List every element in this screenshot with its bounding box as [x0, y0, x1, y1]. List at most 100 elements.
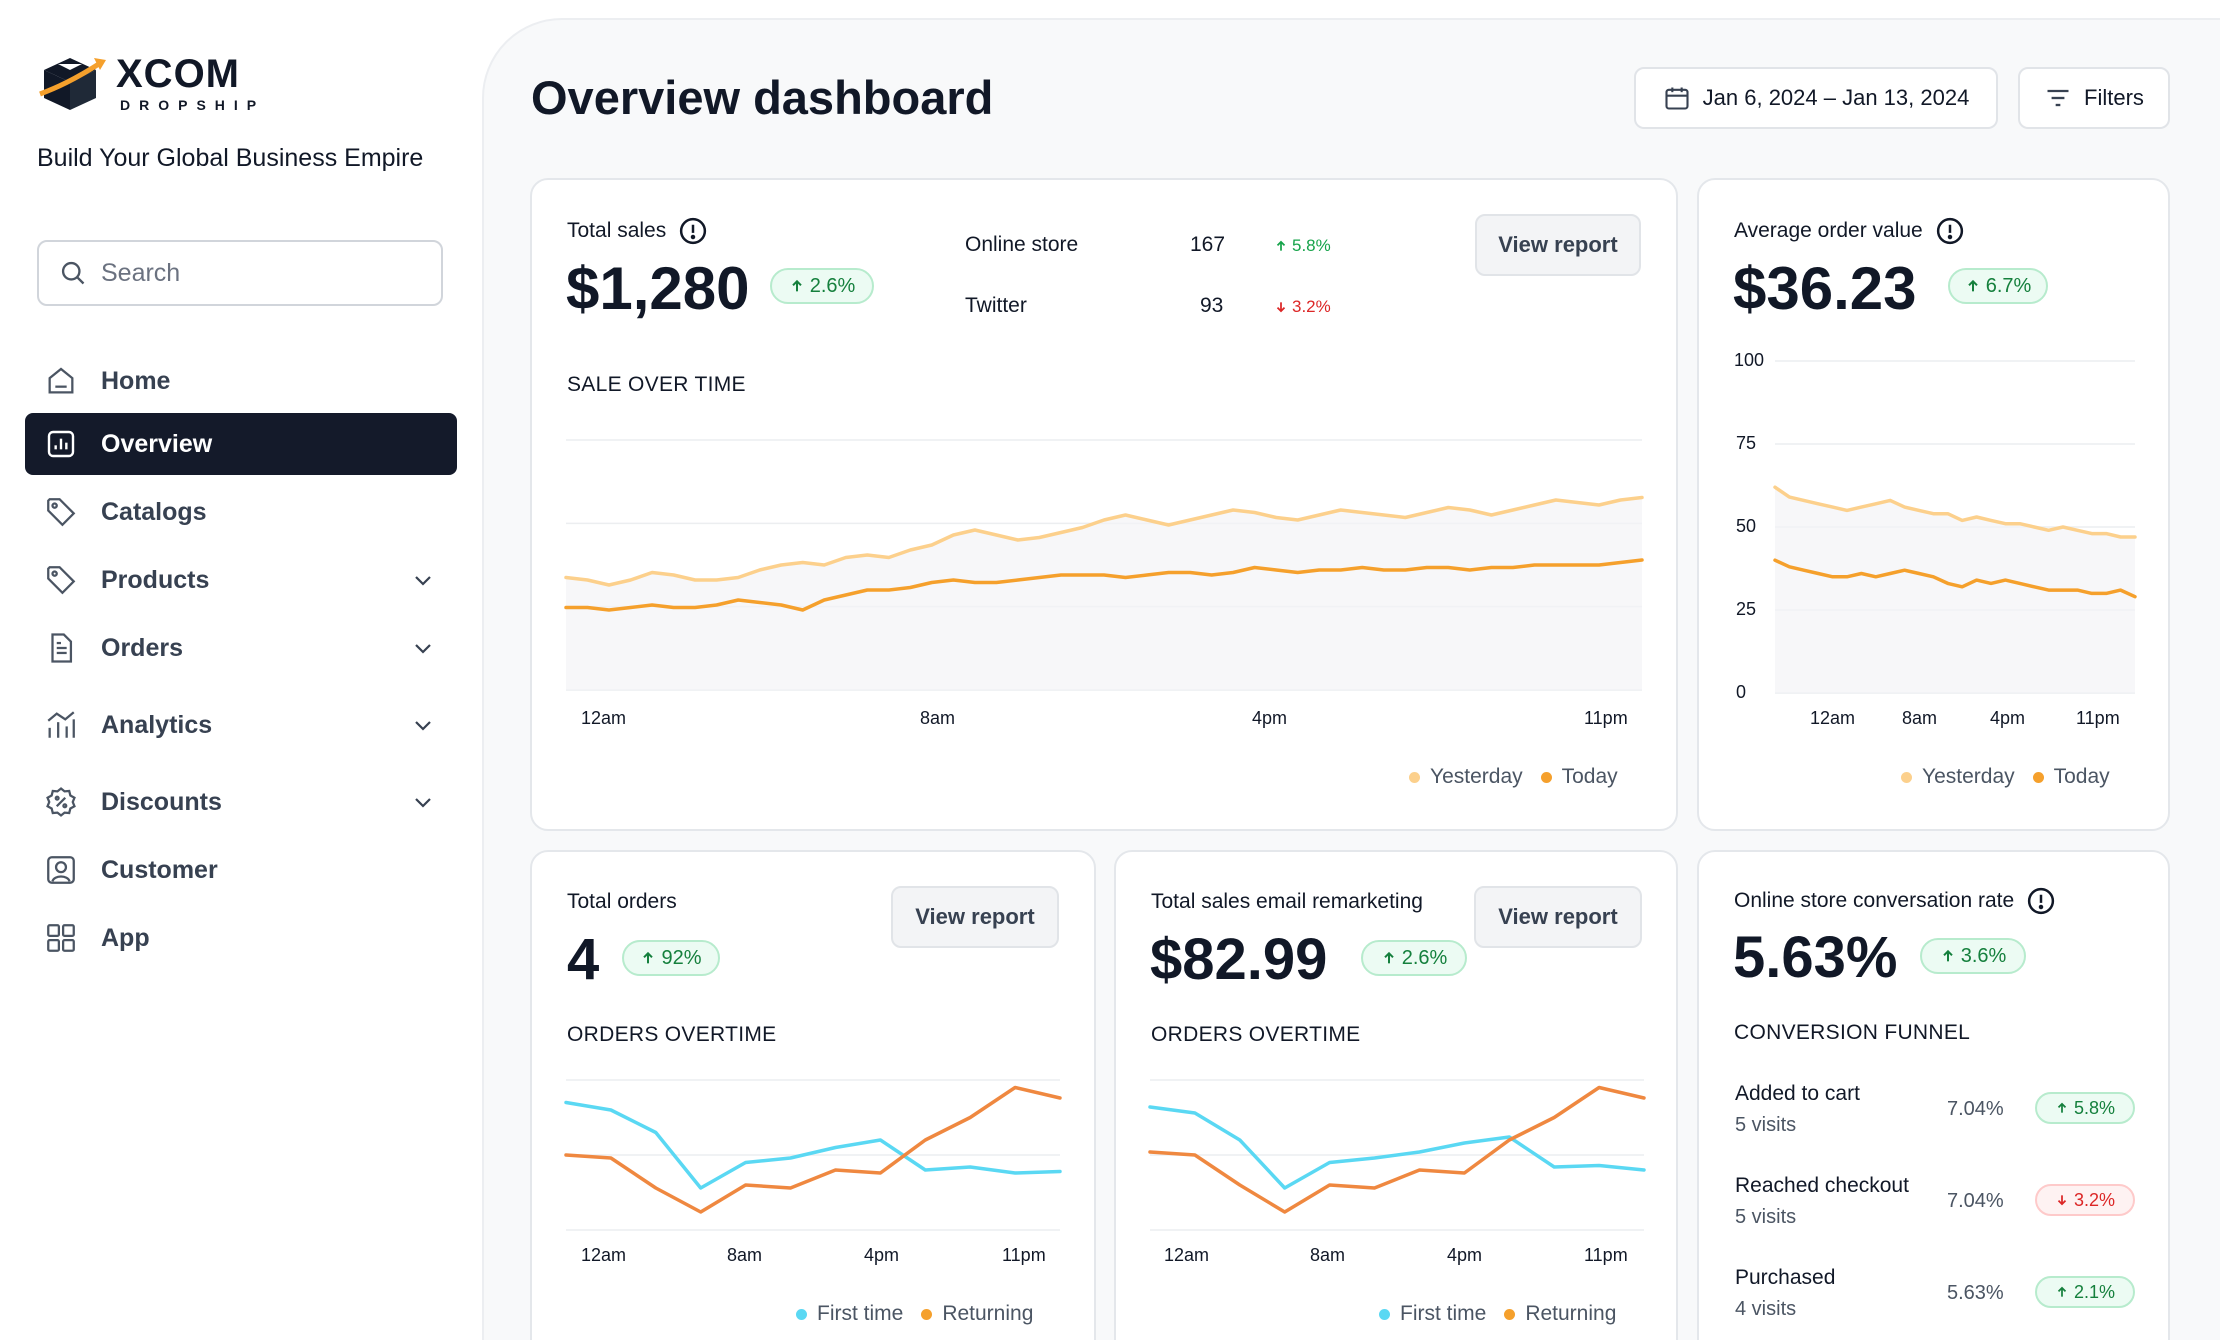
x-tick-label: 12am — [581, 1245, 627, 1265]
channel-change: 5.8% — [1274, 236, 1331, 256]
total-orders-value: 4 — [567, 927, 600, 992]
y-tick-label: 0 — [1736, 682, 1747, 702]
arrow-up-icon — [1967, 279, 1978, 292]
funnel-row-added-to-cart: Added to cart 5 visits 7.04% 5.8% — [1735, 1082, 2135, 1146]
average-order-chart — [1773, 360, 2137, 694]
funnel-change-badge: 2.1% — [2035, 1276, 2135, 1308]
logo-icon — [39, 58, 106, 110]
search-input[interactable]: Search — [37, 240, 443, 306]
chevron-down-icon[interactable] — [411, 790, 435, 814]
info-icon[interactable] — [2026, 886, 2056, 916]
email-remarketing-chart — [1148, 1079, 1646, 1231]
funnel-change-badge: 5.8% — [2035, 1092, 2135, 1124]
sidebar-item-app[interactable]: App — [25, 907, 457, 969]
x-tick-label: 12am — [1164, 1245, 1210, 1265]
search-placeholder: Search — [101, 258, 181, 287]
arrow-up-icon — [1276, 240, 1286, 251]
badge-value: 92% — [661, 946, 702, 969]
section-label: CONVERSION FUNNEL — [1734, 1021, 1971, 1044]
x-tick-label: 12am — [581, 708, 627, 728]
change-value: 5.8% — [1292, 236, 1331, 255]
funnel-step-visits: 5 visits — [1735, 1206, 1797, 1228]
sidebar-item-label: Orders — [101, 633, 183, 662]
sidebar-item-analytics[interactable]: Analytics — [25, 694, 457, 756]
discount-icon — [43, 784, 79, 820]
legend-dot — [921, 1308, 933, 1320]
email-value: $82.99 — [1150, 927, 1328, 992]
channel-change: 3.2% — [1274, 297, 1331, 317]
sidebar-item-customer[interactable]: Customer — [25, 839, 457, 901]
y-tick-label: 75 — [1736, 433, 1757, 453]
sidebar-item-label: Catalogs — [101, 497, 207, 526]
arrow-down-icon — [1276, 302, 1286, 313]
x-tick-label: 4pm — [864, 1245, 900, 1265]
sidebar-item-products[interactable]: Products — [25, 549, 457, 611]
search-icon — [61, 261, 85, 285]
funnel-step-name: Reached checkout — [1735, 1174, 1909, 1197]
funnel-row-purchased: Purchased 4 visits 5.63% 2.1% — [1735, 1266, 2135, 1330]
tag-icon — [43, 562, 79, 598]
info-icon[interactable] — [678, 216, 708, 246]
x-tick-label: 8am — [727, 1245, 763, 1265]
date-range-button[interactable]: Jan 6, 2024 – Jan 13, 2024 — [1634, 67, 1998, 129]
sidebar-item-catalogs[interactable]: Catalogs — [25, 481, 457, 543]
brand-subtitle: DROPSHIP — [120, 97, 266, 113]
sidebar-item-label: Products — [101, 565, 210, 594]
x-tick-label: 8am — [920, 708, 956, 728]
avg-order-label: Average order value — [1734, 216, 1965, 246]
funnel-step-name: Purchased — [1735, 1266, 1836, 1289]
x-tick-label: 8am — [1902, 708, 1938, 728]
channel-name: Twitter — [965, 294, 1027, 317]
badge-value: 3.2% — [2073, 1189, 2116, 1210]
area-fill — [1775, 487, 2135, 693]
calendar-icon — [1665, 87, 1689, 110]
legend-label: Today — [1561, 765, 1618, 788]
legend-item-today: Today — [2032, 765, 2110, 789]
legend-item-today: Today — [1540, 765, 1618, 789]
chart-legend: Yesterday Today — [1901, 765, 2110, 789]
legend-label: Yesterday — [1430, 765, 1523, 788]
legend-dot — [1540, 771, 1552, 783]
series-line-today — [1773, 558, 2137, 599]
brand-logo[interactable]: XCOM DROPSHIP — [36, 48, 265, 118]
funnel-change-badge: 3.2% — [2035, 1184, 2135, 1216]
x-tick-label: 12am — [1810, 708, 1856, 728]
legend-label: Today — [2053, 765, 2110, 788]
legend-label: Returning — [1525, 1302, 1617, 1325]
total-orders-chart — [564, 1079, 1062, 1231]
y-tick-label: 100 — [1734, 350, 1765, 370]
avg-order-change-badge: 6.7% — [1948, 268, 2048, 304]
sale-over-time-chart — [564, 439, 1644, 691]
chevron-down-icon[interactable] — [411, 636, 435, 660]
chevron-down-icon[interactable] — [411, 568, 435, 592]
funnel-step-pct: 7.04% — [1947, 1190, 2004, 1212]
series-line-today — [564, 558, 1644, 612]
sidebar-item-home[interactable]: Home — [25, 350, 457, 412]
arrow-up-icon — [1942, 949, 1953, 962]
view-report-button[interactable]: View report — [1475, 214, 1641, 276]
sidebar-item-orders[interactable]: Orders — [25, 617, 457, 679]
sidebar-item-discounts[interactable]: Discounts — [25, 771, 457, 833]
section-label: ORDERS OVERTIME — [1151, 1023, 1361, 1046]
legend-dot — [1504, 1308, 1516, 1320]
sidebar-item-label: Discounts — [101, 787, 222, 816]
badge-value: 3.6% — [1960, 944, 2007, 967]
y-tick-label: 50 — [1736, 516, 1757, 536]
brand-name: XCOM — [116, 52, 240, 96]
chevron-down-icon[interactable] — [411, 713, 435, 737]
total-sales-card — [530, 178, 1678, 831]
total-sales-label: Total sales — [567, 216, 708, 246]
legend-label: First time — [1400, 1302, 1487, 1325]
conversion-value: 5.63% — [1733, 925, 1898, 990]
filters-button[interactable]: Filters — [2018, 67, 2170, 129]
info-icon[interactable] — [1935, 216, 1965, 246]
total-orders-label: Total orders — [567, 890, 677, 913]
arrow-up-icon — [643, 951, 654, 964]
channel-count: 93 — [1200, 294, 1224, 317]
view-report-button[interactable]: View report — [1474, 886, 1642, 948]
sidebar-item-overview[interactable]: Overview — [25, 413, 457, 475]
series-line-yesterday — [564, 495, 1644, 587]
legend-dot — [2032, 771, 2044, 783]
view-report-button[interactable]: View report — [891, 886, 1059, 948]
analytics-icon — [43, 707, 79, 743]
